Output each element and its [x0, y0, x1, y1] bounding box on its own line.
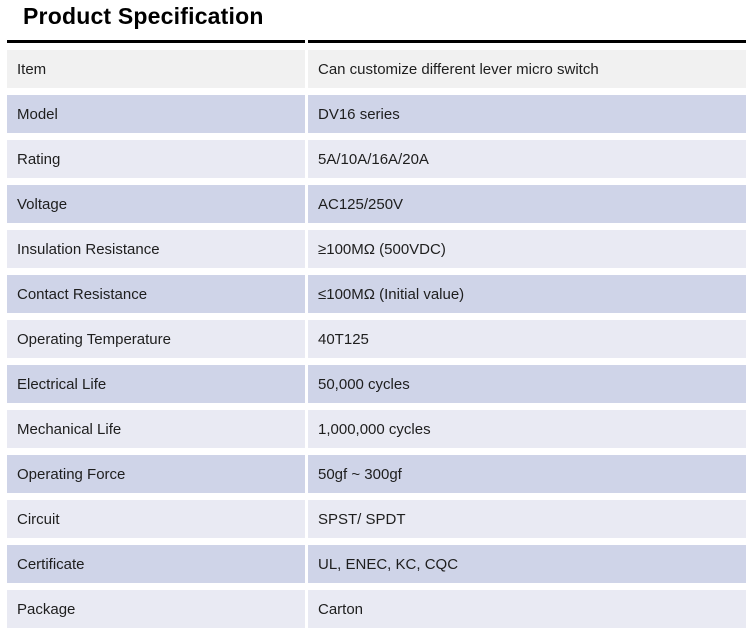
- spec-table: Item Can customize different lever micro…: [7, 40, 746, 628]
- spec-value-cell: ≥100MΩ (500VDC): [308, 230, 746, 268]
- spec-value-cell: AC125/250V: [308, 185, 746, 223]
- spec-label-cell: Model: [7, 95, 305, 133]
- table-row: Operating Force 50gf ~ 300gf: [7, 455, 746, 493]
- table-row: Package Carton: [7, 590, 746, 628]
- spec-value-cell: 50gf ~ 300gf: [308, 455, 746, 493]
- spec-label-cell: Electrical Life: [7, 365, 305, 403]
- table-row: Item Can customize different lever micro…: [7, 50, 746, 88]
- spec-value-cell: 40T125: [308, 320, 746, 358]
- spec-value-cell: SPST/ SPDT: [308, 500, 746, 538]
- spec-value-cell: 50,000 cycles: [308, 365, 746, 403]
- table-row: Model DV16 series: [7, 95, 746, 133]
- spec-label-cell: Mechanical Life: [7, 410, 305, 448]
- top-border-left-segment: [7, 40, 305, 43]
- top-border-right-segment: [308, 40, 746, 43]
- spec-value-cell: ≤100MΩ (Initial value): [308, 275, 746, 313]
- spec-label-cell: Operating Temperature: [7, 320, 305, 358]
- table-row: Rating 5A/10A/16A/20A: [7, 140, 746, 178]
- table-row: Circuit SPST/ SPDT: [7, 500, 746, 538]
- spec-value-cell: Carton: [308, 590, 746, 628]
- spec-table-body: Item Can customize different lever micro…: [7, 50, 746, 628]
- spec-value-cell: 1,000,000 cycles: [308, 410, 746, 448]
- table-row: Insulation Resistance ≥100MΩ (500VDC): [7, 230, 746, 268]
- page-title: Product Specification: [23, 3, 264, 29]
- spec-value-cell: 5A/10A/16A/20A: [308, 140, 746, 178]
- spec-label-cell: Voltage: [7, 185, 305, 223]
- spec-label-cell: Insulation Resistance: [7, 230, 305, 268]
- spec-label-cell: Contact Resistance: [7, 275, 305, 313]
- spec-label-cell: Operating Force: [7, 455, 305, 493]
- spec-value-cell: DV16 series: [308, 95, 746, 133]
- spec-label-cell: Certificate: [7, 545, 305, 583]
- table-row: Operating Temperature 40T125: [7, 320, 746, 358]
- spec-label-cell: Rating: [7, 140, 305, 178]
- table-row: Certificate UL, ENEC, KC, CQC: [7, 545, 746, 583]
- table-row: Contact Resistance ≤100MΩ (Initial value…: [7, 275, 746, 313]
- table-row: Voltage AC125/250V: [7, 185, 746, 223]
- table-top-border: [7, 40, 746, 43]
- spec-value-cell: UL, ENEC, KC, CQC: [308, 545, 746, 583]
- spec-value-cell: Can customize different lever micro swit…: [308, 50, 746, 88]
- spec-label-cell: Item: [7, 50, 305, 88]
- spec-label-cell: Circuit: [7, 500, 305, 538]
- table-row: Mechanical Life 1,000,000 cycles: [7, 410, 746, 448]
- spec-label-cell: Package: [7, 590, 305, 628]
- table-row: Electrical Life 50,000 cycles: [7, 365, 746, 403]
